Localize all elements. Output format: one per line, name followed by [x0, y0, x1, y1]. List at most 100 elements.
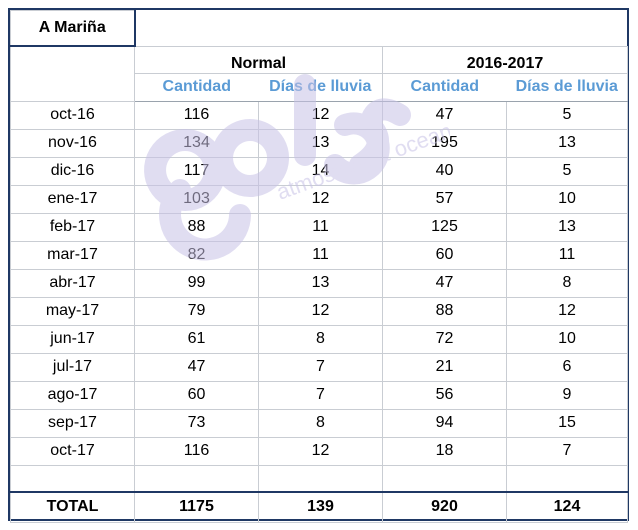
normal-cantidad-cell: 82 [134, 240, 259, 270]
table-row: oct-17 116 12 18 7 [10, 436, 628, 466]
normal-dias-cell: 11 [258, 240, 383, 270]
table-row: abr-17 99 13 47 8 [10, 268, 628, 298]
spacer-cell [382, 464, 507, 492]
total-normal-dias: 139 [258, 490, 383, 523]
month-cell: jul-17 [10, 352, 135, 382]
normal-dias-cell: 8 [258, 408, 383, 438]
season-cantidad-cell: 21 [382, 352, 507, 382]
subheader-normal-cantidad: Cantidad [134, 72, 259, 102]
spacer-row [10, 464, 628, 492]
month-cell: ene-17 [10, 184, 135, 214]
normal-dias-cell: 13 [258, 268, 383, 298]
season-cantidad-cell: 88 [382, 296, 507, 326]
table-row: ene-17 103 12 57 10 [10, 184, 628, 214]
normal-dias-cell: 7 [258, 380, 383, 410]
season-cantidad-cell: 47 [382, 100, 507, 130]
spacer-cell [10, 464, 135, 492]
subheader-2016-dias: Días de lluvia [506, 72, 628, 102]
normal-cantidad-cell: 79 [134, 296, 259, 326]
table-row: oct-16 116 12 47 5 [10, 100, 628, 130]
month-header-empty [10, 45, 135, 102]
normal-cantidad-cell: 103 [134, 184, 259, 214]
table-row: sep-17 73 8 94 15 [10, 408, 628, 438]
month-cell: jun-17 [10, 324, 135, 354]
season-dias-cell: 15 [506, 408, 628, 438]
month-cell: dic-16 [10, 156, 135, 186]
season-cantidad-cell: 125 [382, 212, 507, 242]
table-row: ago-17 60 7 56 9 [10, 380, 628, 410]
subheader-2016-cantidad: Cantidad [382, 72, 507, 102]
season-cantidad-cell: 47 [382, 268, 507, 298]
season-dias-cell: 9 [506, 380, 628, 410]
total-label: TOTAL [10, 490, 135, 523]
season-dias-cell: 10 [506, 324, 628, 354]
total-season-cantidad: 920 [382, 490, 507, 523]
table-row: dic-16 117 14 40 5 [10, 156, 628, 186]
title-spacer [134, 10, 628, 47]
season-cantidad-cell: 18 [382, 436, 507, 466]
season-dias-cell: 13 [506, 128, 628, 158]
total-row: TOTAL 1175 139 920 124 [10, 490, 628, 523]
normal-dias-cell: 11 [258, 212, 383, 242]
season-dias-cell: 10 [506, 184, 628, 214]
rainfall-table: A Mariña Normal 2016-2017 Cantidad Días … [10, 10, 628, 523]
normal-cantidad-cell: 117 [134, 156, 259, 186]
table-row: jun-17 61 8 72 10 [10, 324, 628, 354]
season-cantidad-cell: 57 [382, 184, 507, 214]
table-title: A Mariña [10, 10, 136, 47]
season-dias-cell: 5 [506, 100, 628, 130]
month-cell: oct-16 [10, 100, 135, 130]
month-cell: ago-17 [10, 380, 135, 410]
month-cell: oct-17 [10, 436, 135, 466]
season-dias-cell: 7 [506, 436, 628, 466]
season-cantidad-cell: 195 [382, 128, 507, 158]
total-season-dias: 124 [506, 490, 628, 523]
normal-dias-cell: 7 [258, 352, 383, 382]
normal-dias-cell: 12 [258, 184, 383, 214]
month-cell: mar-17 [10, 240, 135, 270]
normal-cantidad-cell: 116 [134, 100, 259, 130]
season-dias-cell: 11 [506, 240, 628, 270]
season-dias-cell: 13 [506, 212, 628, 242]
month-cell: abr-17 [10, 268, 135, 298]
table-row: may-17 79 12 88 12 [10, 296, 628, 326]
normal-dias-cell: 12 [258, 296, 383, 326]
season-dias-cell: 5 [506, 156, 628, 186]
season-dias-cell: 12 [506, 296, 628, 326]
table-row: mar-17 82 11 60 11 [10, 240, 628, 270]
month-cell: nov-16 [10, 128, 135, 158]
normal-cantidad-cell: 47 [134, 352, 259, 382]
month-cell: may-17 [10, 296, 135, 326]
normal-cantidad-cell: 61 [134, 324, 259, 354]
table-row: feb-17 88 11 125 13 [10, 212, 628, 242]
spacer-cell [134, 464, 259, 492]
season-cantidad-cell: 40 [382, 156, 507, 186]
normal-cantidad-cell: 88 [134, 212, 259, 242]
normal-cantidad-cell: 60 [134, 380, 259, 410]
month-cell: sep-17 [10, 408, 135, 438]
normal-cantidad-cell: 99 [134, 268, 259, 298]
season-cantidad-cell: 72 [382, 324, 507, 354]
table-row: jul-17 47 7 21 6 [10, 352, 628, 382]
season-dias-cell: 6 [506, 352, 628, 382]
rainfall-table-frame: A Mariña Normal 2016-2017 Cantidad Días … [8, 8, 629, 523]
table-row: nov-16 134 13 195 13 [10, 128, 628, 158]
normal-dias-cell: 12 [258, 436, 383, 466]
normal-dias-cell: 13 [258, 128, 383, 158]
season-dias-cell: 8 [506, 268, 628, 298]
normal-dias-cell: 12 [258, 100, 383, 130]
normal-cantidad-cell: 73 [134, 408, 259, 438]
normal-dias-cell: 8 [258, 324, 383, 354]
spacer-cell [258, 464, 383, 492]
group-header-normal: Normal [134, 45, 383, 74]
normal-cantidad-cell: 134 [134, 128, 259, 158]
subheader-normal-dias: Días de lluvia [258, 72, 383, 102]
total-normal-cantidad: 1175 [134, 490, 259, 523]
month-cell: feb-17 [10, 212, 135, 242]
spacer-cell [506, 464, 628, 492]
season-cantidad-cell: 56 [382, 380, 507, 410]
normal-cantidad-cell: 116 [134, 436, 259, 466]
group-header-2016-2017: 2016-2017 [382, 45, 628, 74]
season-cantidad-cell: 60 [382, 240, 507, 270]
normal-dias-cell: 14 [258, 156, 383, 186]
